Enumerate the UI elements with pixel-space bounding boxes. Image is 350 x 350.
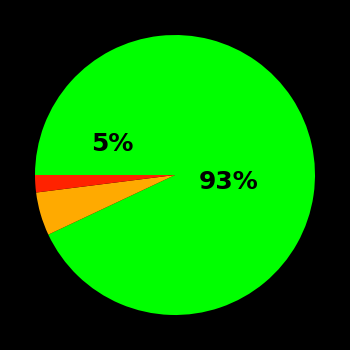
Wedge shape [35,175,175,192]
Text: 5%: 5% [91,132,133,156]
Wedge shape [35,35,315,315]
Wedge shape [36,175,175,234]
Text: 93%: 93% [198,170,258,194]
